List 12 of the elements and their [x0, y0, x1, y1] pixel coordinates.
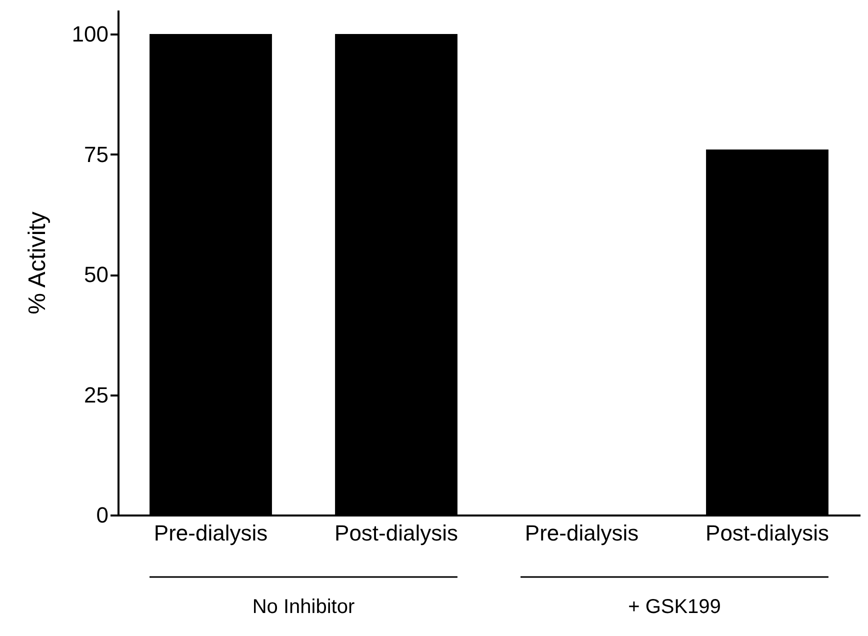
text: No Inhibitor	[252, 596, 355, 618]
y-tick-label: 75	[84, 142, 108, 167]
x-tick-label: Pre-dialysis	[524, 520, 639, 546]
text: + GSK199	[628, 596, 721, 618]
x-tick-label: Post-dialysis	[706, 520, 829, 546]
y-axis-title: % Activity	[24, 212, 51, 314]
y-tick-label: 50	[84, 262, 108, 288]
x-tick-label: Pre-dialysis	[154, 520, 268, 546]
y-tick-label: 0	[96, 502, 108, 528]
x-tick-label: Post-dialysis	[334, 520, 458, 546]
y-tick-label: 25	[84, 382, 108, 408]
y-tick-label: 100	[72, 22, 108, 47]
